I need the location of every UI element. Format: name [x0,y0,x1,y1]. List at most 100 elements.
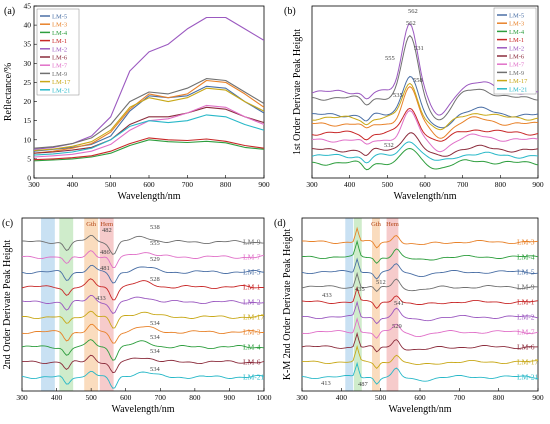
x-tick-label: 800 [495,180,507,189]
series-line-lm-6 [302,331,538,353]
y-axis-label: Reflectance/% [3,63,14,121]
y-tick-label: 20 [24,97,32,106]
y-tick-label: 40 [24,21,32,30]
series-line-lm-2 [302,300,538,325]
peak-label: 534 [150,348,161,355]
panel-d-km-second-derivative-chart: Gth Hem 300 400 500 600 700 800 900 Wavelength/nm… [274,217,544,415]
series-label: LM-17 [243,313,264,322]
series-line-lm-21 [302,361,538,385]
series-label: LM-21 [517,373,538,382]
series-line-lm-7 [302,317,538,339]
x-tick-label: 500 [382,180,394,189]
series-label: LM-17 [517,358,538,367]
peak-label: 534 [150,334,161,341]
peak-label: 487 [358,381,369,388]
legend-label: LM-7 [509,62,525,69]
series-line-lm-5 [302,257,538,280]
y-tick-label: 45 [24,2,32,11]
legend-label: LM-4 [509,29,525,36]
series-label: LM-5 [517,268,535,277]
series-label: LM-7 [243,253,261,262]
panel-letter: (d) [274,218,286,229]
y-tick-label: 35 [24,40,32,49]
legend: LM-5LM-3LM-4LM-1LM-2 LM-6LM-7LM-9LM-17LM-… [493,7,537,95]
x-tick-label: 600 [120,393,132,402]
peak-label: 486 [100,249,111,256]
x-tick-label: 300 [296,393,308,402]
peak-label: 482 [102,227,112,234]
series-label: LM-4 [517,253,535,262]
y-tick-label: 25 [24,78,32,87]
x-tick-label: 800 [220,180,232,189]
series-line-lm-4 [22,339,264,361]
series-label: LM-2 [243,298,261,307]
panel-c-second-derivative-chart: Gth Hem 300 400 500 600 700 800 900 1000 Wavelengt… [2,217,272,415]
series-line-lm-6 [312,132,538,157]
series-label: LM-3 [243,328,261,337]
series-line-lm-17 [302,344,538,370]
series-lines [34,16,264,162]
series-line-lm-9 [22,234,264,255]
legend-label: LM-3 [509,21,524,28]
panel-b-first-derivative-chart: 300 400 500 600 700 800 900 Wavelength/nm 1st Or… [284,5,544,202]
band-label: Hem [386,221,399,228]
x-tick-label: 800 [493,393,505,402]
series-line-lm-6 [34,106,264,154]
legend-label: LM-6 [509,54,525,61]
y-axis-label: 2nd Order Derivate Peak Height [2,240,13,370]
band-rect [84,218,99,391]
series-label: LM-9 [517,283,535,292]
series-lines [22,234,264,389]
y-tick-label: 15 [24,116,32,125]
series-line-lm-21 [34,114,264,156]
peak-label: 555 [150,240,160,247]
panel-letter: (b) [284,6,296,17]
peak-label: 538 [150,224,160,231]
x-tick-label: 600 [143,180,155,189]
plot-frame [21,217,265,392]
series-label: LM-2 [517,313,535,322]
peak-label: 528 [150,276,160,283]
series-line-lm-9 [34,78,264,149]
series-label: LM-1 [243,283,261,292]
peak-label: 433 [96,295,106,302]
x-tick-label: 500 [105,180,117,189]
x-tick-label: 400 [67,180,79,189]
band-rect [372,218,380,391]
series-label: LM-5 [243,268,261,277]
legend-label: LM-9 [52,71,67,78]
series-line-lm-21 [312,141,538,164]
peak-label: 555 [385,55,395,62]
highlight-bands: Gth Hem [345,218,399,391]
series-label: LM-6 [517,343,535,352]
legend-label: LM-17 [509,78,528,85]
legend-box [493,7,537,95]
x-tick-label: 600 [419,180,431,189]
x-axis-label: Wavelength/nm [111,404,174,415]
x-tick-label: 500 [375,393,387,402]
legend-label: LM-5 [509,13,524,20]
series-line-lm-17 [34,87,264,152]
series-line-lm-3 [312,85,538,139]
x-axis-label: Wavelength/nm [393,191,456,202]
series-label: LM-7 [517,328,535,337]
series-line-lm-4 [34,139,264,162]
legend-label: LM-21 [509,86,527,93]
band-rect [41,218,55,391]
legend-label: LM-4 [52,30,68,37]
x-tick-label: 900 [224,393,236,402]
peak-label: 558 [413,77,423,84]
band-rect [386,218,399,391]
y-tick-label: 30 [24,59,32,68]
x-tick-label: 600 [414,393,426,402]
x-tick-label: 400 [51,393,63,402]
x-tick-label: 700 [182,180,194,189]
y-tick-label: 0 [27,174,31,183]
y-axis-label: 1st Order Derivate Peak Height [292,29,303,155]
legend-label: LM-21 [52,87,70,94]
panel-letter: (c) [2,218,13,229]
series-line-lm-17 [312,82,538,131]
peak-label: 535 [393,92,403,99]
peak-label: 562 [406,20,416,27]
band-label: Hem [100,221,113,228]
